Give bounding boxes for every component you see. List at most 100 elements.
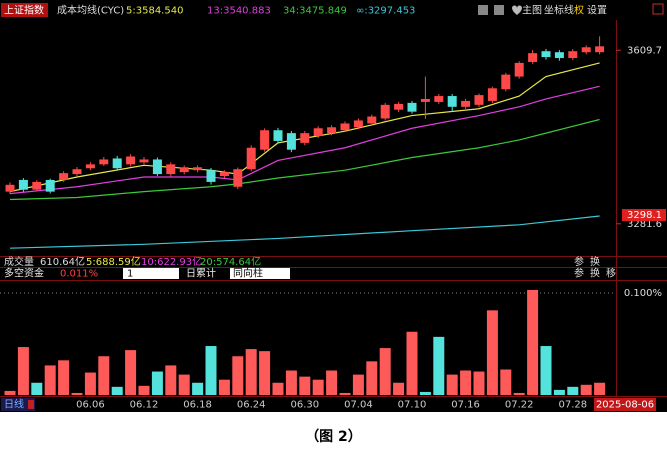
y-tick-label: 3281.6 <box>627 219 662 230</box>
current-value: 3298.1 <box>627 210 662 221</box>
legend-entry: 5:3584.540 <box>126 6 183 17</box>
panel-button[interactable]: 移 <box>606 267 616 280</box>
ma-line <box>9 118 600 201</box>
candle-body <box>487 88 497 101</box>
ma-line <box>9 215 600 249</box>
bar <box>285 370 297 395</box>
toolbar-button[interactable]: 权 <box>574 4 584 17</box>
candle-body <box>286 133 296 150</box>
x-tick-label: 2025-08-06 <box>596 400 654 411</box>
y-tick-label: 0.100% <box>624 288 662 299</box>
y-tick-label: 3609.7 <box>627 45 662 56</box>
caption: （图 2） <box>305 429 362 445</box>
x-tick-label: 07.04 <box>344 400 373 411</box>
candle-body <box>327 127 337 134</box>
bar <box>393 382 405 395</box>
candle-body <box>152 159 162 175</box>
bar <box>31 382 43 395</box>
bar <box>473 371 485 395</box>
bar <box>138 385 150 395</box>
legend-entry: ∞:3297.453 <box>356 6 415 17</box>
bar <box>553 389 565 395</box>
candle-body <box>595 46 605 53</box>
toolbar-button[interactable]: 坐标线 <box>544 4 574 17</box>
toolbar-button[interactable]: 主图 <box>522 5 542 17</box>
mode-label: 日累计 <box>186 267 216 280</box>
bar <box>500 369 512 395</box>
stock-chart: 上证指数 成本均线(CYC) 日线 多空资金 0.011% 1 日累计 同向柱 … <box>0 0 667 412</box>
candle-body <box>300 133 310 143</box>
x-tick-label: 07.16 <box>451 400 480 411</box>
bar <box>84 372 96 395</box>
candle-body <box>501 74 511 90</box>
legend-entry: 34:3475.849 <box>283 6 347 17</box>
candle-body <box>447 96 457 107</box>
bar <box>71 392 83 395</box>
bar <box>527 289 539 395</box>
candle-body <box>99 159 109 165</box>
indicator-title: 多空资金 <box>4 267 44 280</box>
volume-info: 5:688.59亿 <box>86 255 141 268</box>
candle-body <box>85 164 95 169</box>
candle-body <box>541 51 551 58</box>
candle-body <box>72 169 82 175</box>
bar <box>460 370 472 395</box>
bar <box>58 360 70 395</box>
bar <box>98 356 110 395</box>
candle-body <box>246 147 256 170</box>
index-tag <box>1 3 48 17</box>
candle-body <box>474 95 484 105</box>
bar <box>259 351 271 395</box>
close[interactable] <box>652 3 664 15</box>
panel-button[interactable]: 换 <box>590 267 600 280</box>
candle-body <box>568 51 578 59</box>
x-tick-label: 06.24 <box>237 400 266 411</box>
dropdown-value[interactable]: 1 <box>127 269 133 280</box>
dropdown[interactable] <box>230 268 290 279</box>
bar <box>192 382 204 395</box>
bar <box>594 382 606 395</box>
volume-info: 10:622.93亿 <box>141 255 202 268</box>
dropdown-value[interactable]: 同向柱 <box>233 267 263 280</box>
bar <box>406 331 418 395</box>
candle-body <box>367 116 377 124</box>
bar <box>540 346 552 395</box>
x-tick-label: 06.06 <box>76 400 105 411</box>
zoom-out[interactable] <box>494 5 504 15</box>
indicator-subtitle: 0.011% <box>60 269 98 280</box>
candle-body <box>260 130 270 150</box>
dropdown[interactable] <box>123 268 179 279</box>
bar <box>218 379 230 395</box>
zoom-in[interactable] <box>478 5 488 15</box>
bar <box>165 365 177 395</box>
candle-body <box>5 184 15 192</box>
bar <box>567 386 579 395</box>
x-tick-label: 06.30 <box>290 400 319 411</box>
candle-body <box>166 164 176 175</box>
bar <box>513 392 525 395</box>
candle-body <box>59 173 69 180</box>
period[interactable]: 日线 <box>4 398 24 411</box>
bar <box>339 392 351 395</box>
bar <box>178 374 190 395</box>
panel-button[interactable]: 换 <box>590 255 600 268</box>
bar <box>433 336 445 395</box>
x-tick-label: 07.22 <box>505 400 534 411</box>
toolbar-button[interactable]: 设置 <box>587 5 607 17</box>
toolbar-icons[interactable] <box>478 3 664 16</box>
panel-button[interactable]: 参 <box>574 255 584 268</box>
bar <box>111 386 123 395</box>
bar <box>486 310 498 395</box>
candle-body <box>45 179 55 192</box>
bar <box>366 361 378 395</box>
favorite[interactable] <box>512 5 522 16</box>
candle-body <box>32 181 42 190</box>
panel-button[interactable]: 参 <box>574 267 584 280</box>
candle-body <box>581 47 591 53</box>
bar <box>125 350 137 395</box>
bar <box>245 349 257 395</box>
bar <box>446 374 458 395</box>
ma-line <box>9 62 600 193</box>
candle-body <box>353 120 363 128</box>
